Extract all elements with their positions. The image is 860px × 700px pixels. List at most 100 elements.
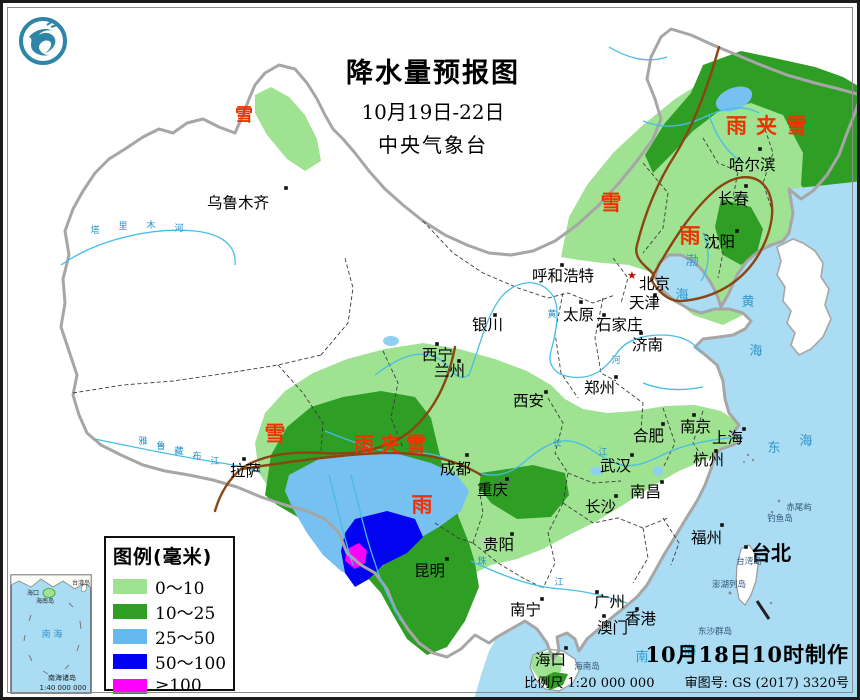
songhua-branch bbox=[708, 114, 742, 162]
city-label: 香港 bbox=[625, 610, 657, 628]
sea-label: 海 bbox=[749, 344, 762, 359]
precip-type-label: 雪 bbox=[601, 191, 622, 215]
inset-coast bbox=[10, 574, 92, 590]
inset-label: 南海诸岛 bbox=[48, 673, 76, 682]
zone-50-100-southwest bbox=[341, 511, 423, 587]
city-label: 长春 bbox=[718, 190, 749, 208]
city-dot bbox=[744, 545, 748, 549]
city-label: 长沙 bbox=[585, 498, 616, 516]
city-dot bbox=[744, 184, 748, 188]
city-label: 沈阳 bbox=[704, 233, 735, 251]
island-label: 赤尾屿 bbox=[786, 503, 812, 513]
inset-label: 海南岛 bbox=[36, 597, 54, 605]
river-label: 布 bbox=[192, 450, 201, 462]
river-label: 黄 bbox=[547, 308, 556, 320]
city-label: 贵阳 bbox=[483, 536, 514, 554]
city-label: 昆明 bbox=[414, 562, 445, 580]
city-dot bbox=[242, 457, 246, 461]
taiwan-island bbox=[735, 544, 759, 606]
lakes bbox=[383, 336, 663, 476]
qinghai-lake bbox=[383, 336, 399, 346]
city-dot bbox=[465, 453, 469, 457]
river-label: 雅 bbox=[138, 435, 147, 447]
date-range: 10月19日-22日 bbox=[361, 100, 505, 124]
city-dot bbox=[435, 342, 439, 346]
legend-item: 0～10 bbox=[113, 578, 233, 599]
inset-label: 台湾岛 bbox=[72, 579, 90, 587]
river-label: 河 bbox=[611, 354, 620, 366]
city-dot bbox=[653, 293, 657, 297]
city-label: 呼和浩特 bbox=[532, 267, 594, 285]
tarim-river bbox=[60, 229, 236, 266]
city-label: 杭州 bbox=[693, 451, 724, 469]
city-label: 南宁 bbox=[510, 601, 541, 619]
city-dot bbox=[602, 313, 606, 317]
ne-top-river bbox=[608, 46, 668, 61]
scale-and-review: 比例尺 1:20 000 000 审图号: GS (2017) 3320号 bbox=[524, 672, 849, 691]
liao-river bbox=[700, 232, 709, 282]
rivers bbox=[60, 46, 760, 622]
zone-10-25-chongqing-east bbox=[479, 465, 569, 519]
legend-swatch bbox=[113, 653, 147, 669]
island-label: 澎湖列岛 bbox=[712, 579, 746, 590]
legend-label: 25～50 bbox=[155, 628, 216, 649]
precip-type-label: 雨 bbox=[412, 493, 433, 517]
legend-label: 0～10 bbox=[155, 578, 205, 599]
city-label: 西安 bbox=[513, 392, 544, 410]
city-label: 天津 bbox=[629, 294, 660, 312]
yunnan-river-2 bbox=[328, 474, 354, 566]
zone-0-10-altai bbox=[255, 87, 321, 171]
city-label: 哈尔滨 bbox=[729, 156, 776, 174]
huai-river bbox=[642, 382, 704, 391]
city-label: 上海 bbox=[712, 429, 743, 447]
sea-labels-layer: 渤海 黄海东 海南海 bbox=[635, 253, 812, 665]
city-label: 成都 bbox=[440, 460, 471, 478]
city-dot bbox=[714, 449, 718, 453]
river-label: 江 bbox=[598, 447, 607, 458]
city-dot bbox=[564, 646, 568, 650]
legend-label: 50～100 bbox=[155, 653, 227, 674]
city-dot bbox=[579, 300, 583, 304]
city-label: 济南 bbox=[632, 336, 663, 354]
pearl-river bbox=[470, 560, 628, 604]
yangtze-river bbox=[324, 430, 740, 476]
island-label: 台湾岛 bbox=[736, 556, 762, 567]
legend-title: 图例(毫米) bbox=[113, 546, 213, 568]
city-dot bbox=[742, 427, 746, 431]
legend-item: ≥100 bbox=[113, 676, 233, 696]
island-label: 海南岛 bbox=[574, 661, 600, 672]
city-label: 西宁 bbox=[422, 346, 453, 364]
city-dot bbox=[758, 147, 762, 151]
river-label: 藏 bbox=[174, 445, 183, 457]
city-label: 台北 bbox=[751, 541, 791, 565]
river-label: 珠 bbox=[477, 555, 486, 567]
city-dot bbox=[720, 523, 724, 527]
zone-10-25-liaoning bbox=[715, 199, 763, 265]
rain-snow-boundary-lines bbox=[213, 45, 774, 513]
island-label: 钓鱼岛 bbox=[767, 513, 793, 524]
inset-taiwan bbox=[80, 583, 88, 593]
poyang-lake bbox=[653, 466, 663, 476]
inset-dash-line bbox=[23, 602, 82, 675]
zone-10-25-northeast-band bbox=[645, 51, 857, 223]
river-label: 江 bbox=[210, 456, 219, 467]
inset-label: 海口 bbox=[27, 589, 39, 597]
city-dot bbox=[602, 614, 606, 618]
legend-swatch bbox=[113, 603, 147, 619]
precip-type-label: 雨 bbox=[680, 224, 701, 248]
sea-label: 海 bbox=[675, 288, 688, 303]
zone-10-25-hainan bbox=[540, 672, 568, 690]
page-title: 降水量预报图 bbox=[346, 58, 520, 89]
zone-25-50-northeast-lake bbox=[715, 86, 753, 112]
korea-peninsula bbox=[776, 238, 832, 357]
issued-time: 10月18日10时制作 bbox=[645, 642, 849, 667]
city-label: 海口 bbox=[535, 651, 566, 669]
legend-label: ≥100 bbox=[155, 676, 202, 696]
precip-type-label: 雪 bbox=[265, 422, 286, 446]
city-label: 拉萨 bbox=[230, 462, 261, 480]
city-dot bbox=[544, 390, 548, 394]
zone-labels-layer: 雪雨夹雪雪雨雪 雨夹雪雨 bbox=[235, 105, 807, 517]
